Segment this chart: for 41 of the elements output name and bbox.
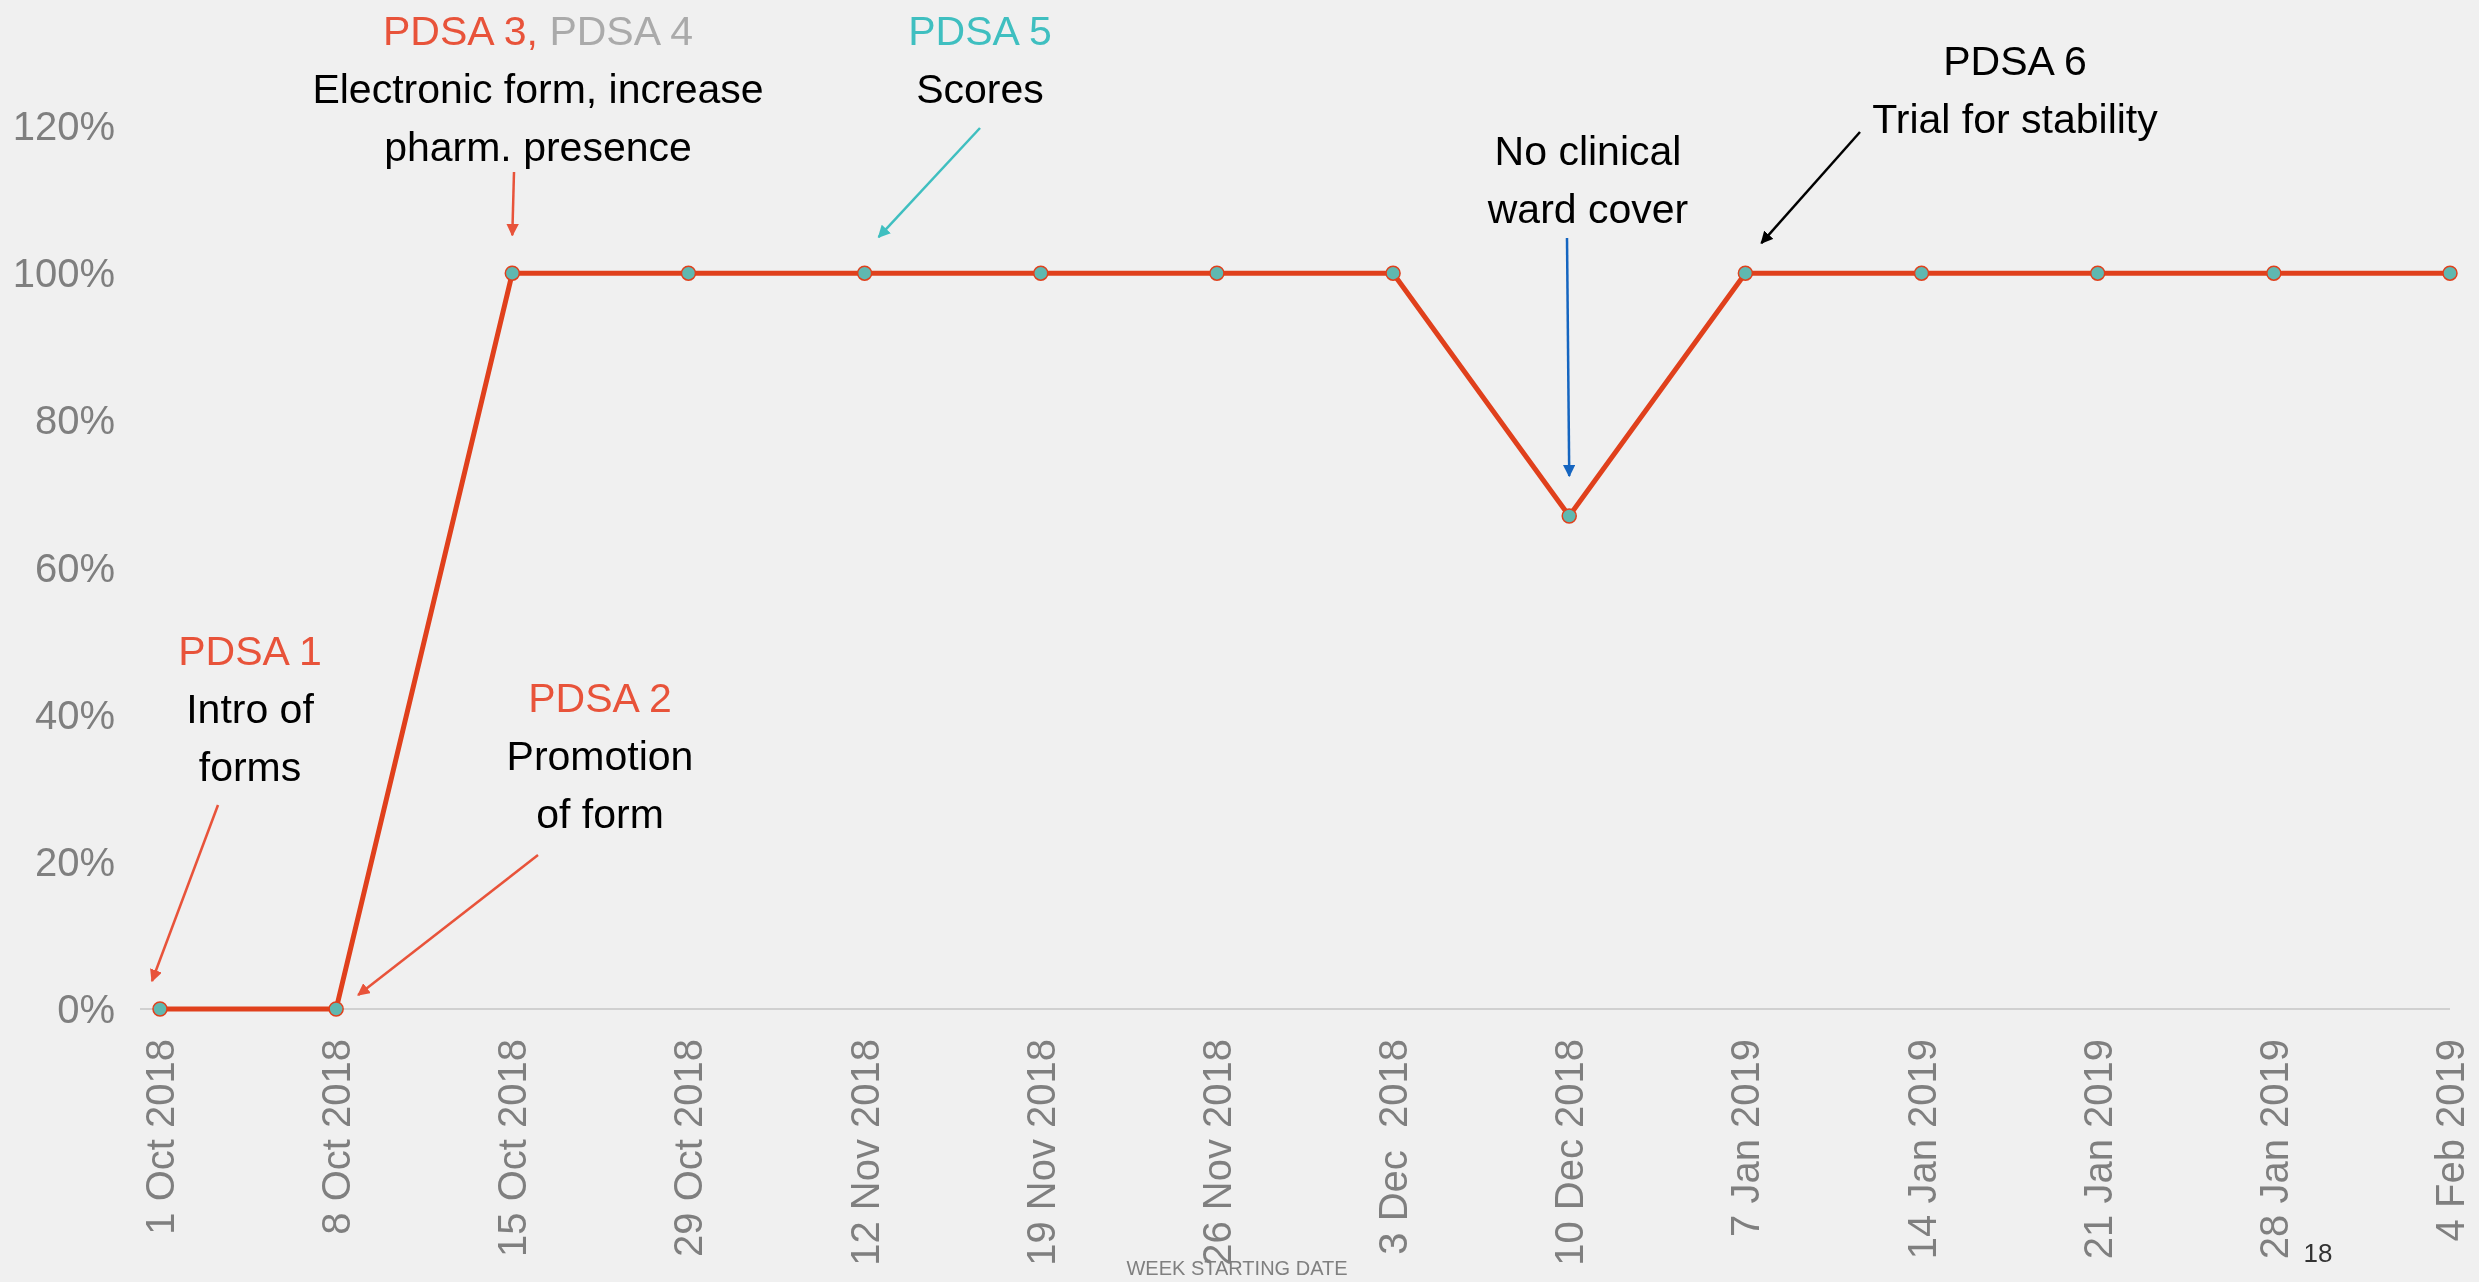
point [1561, 508, 1577, 524]
annotation: PDSA 3, PDSA 4 Electronic form, increase pharm. presence [312, 8, 764, 170]
y-tick-label: 0% [57, 987, 115, 1031]
x-tick-label: 8 Oct 2018 [314, 1039, 359, 1235]
point [856, 265, 873, 281]
x-tick-label: 28 Jan 2019 [2251, 1039, 2296, 1260]
x-tick-label: 4 Feb 2019 [2428, 1039, 2472, 1242]
x-tick-label: 15 Oct 2018 [490, 1039, 535, 1257]
x-tick-label: 7 Jan 2019 [1723, 1039, 1768, 1237]
point [2089, 265, 2106, 281]
point [1385, 265, 1401, 281]
annotation: PDSA 6 Trial for stability [1872, 38, 2159, 142]
x-tick-label: 1 Oct 2018 [138, 1039, 182, 1235]
point [680, 265, 697, 281]
x-tick-label: 29 Oct 2018 [666, 1039, 711, 1257]
x-tick-label: 10 Dec 2018 [1547, 1039, 1592, 1266]
x-tick-label: 21 Jan 2019 [2075, 1039, 2120, 1260]
x-tick-label: 14 Jan 2019 [1899, 1039, 1944, 1260]
y-tick-label: 20% [34, 839, 115, 884]
x-tick-label: 19 Nov 2018 [1018, 1039, 1063, 1266]
x-tick-label: 3 Dec 2018 [1371, 1039, 1416, 1255]
point [2442, 265, 2458, 281]
annotation: PDSA 2 Promotion of form [506, 675, 694, 837]
point [2266, 265, 2282, 281]
y-tick-label: 100% [12, 251, 115, 296]
point [1913, 265, 1930, 281]
point [152, 1001, 168, 1017]
point [1033, 265, 1049, 281]
x-tick-label: 12 Nov 2018 [842, 1039, 887, 1266]
y-tick-label: 40% [34, 692, 115, 737]
point [1737, 265, 1754, 281]
annotation: No clinical ward cover [1486, 128, 1689, 232]
point [328, 1001, 344, 1017]
y-tick-label: 60% [34, 545, 115, 590]
text: PDSA 5 Scores [908, 8, 1052, 112]
point [504, 265, 521, 281]
annotation: PDSA 1 Intro of forms [178, 628, 322, 790]
y-tick-label: 120% [12, 104, 115, 148]
text: 18 [2303, 1238, 2333, 1268]
y-tick-label: 80% [34, 398, 115, 443]
point [1209, 265, 1225, 281]
